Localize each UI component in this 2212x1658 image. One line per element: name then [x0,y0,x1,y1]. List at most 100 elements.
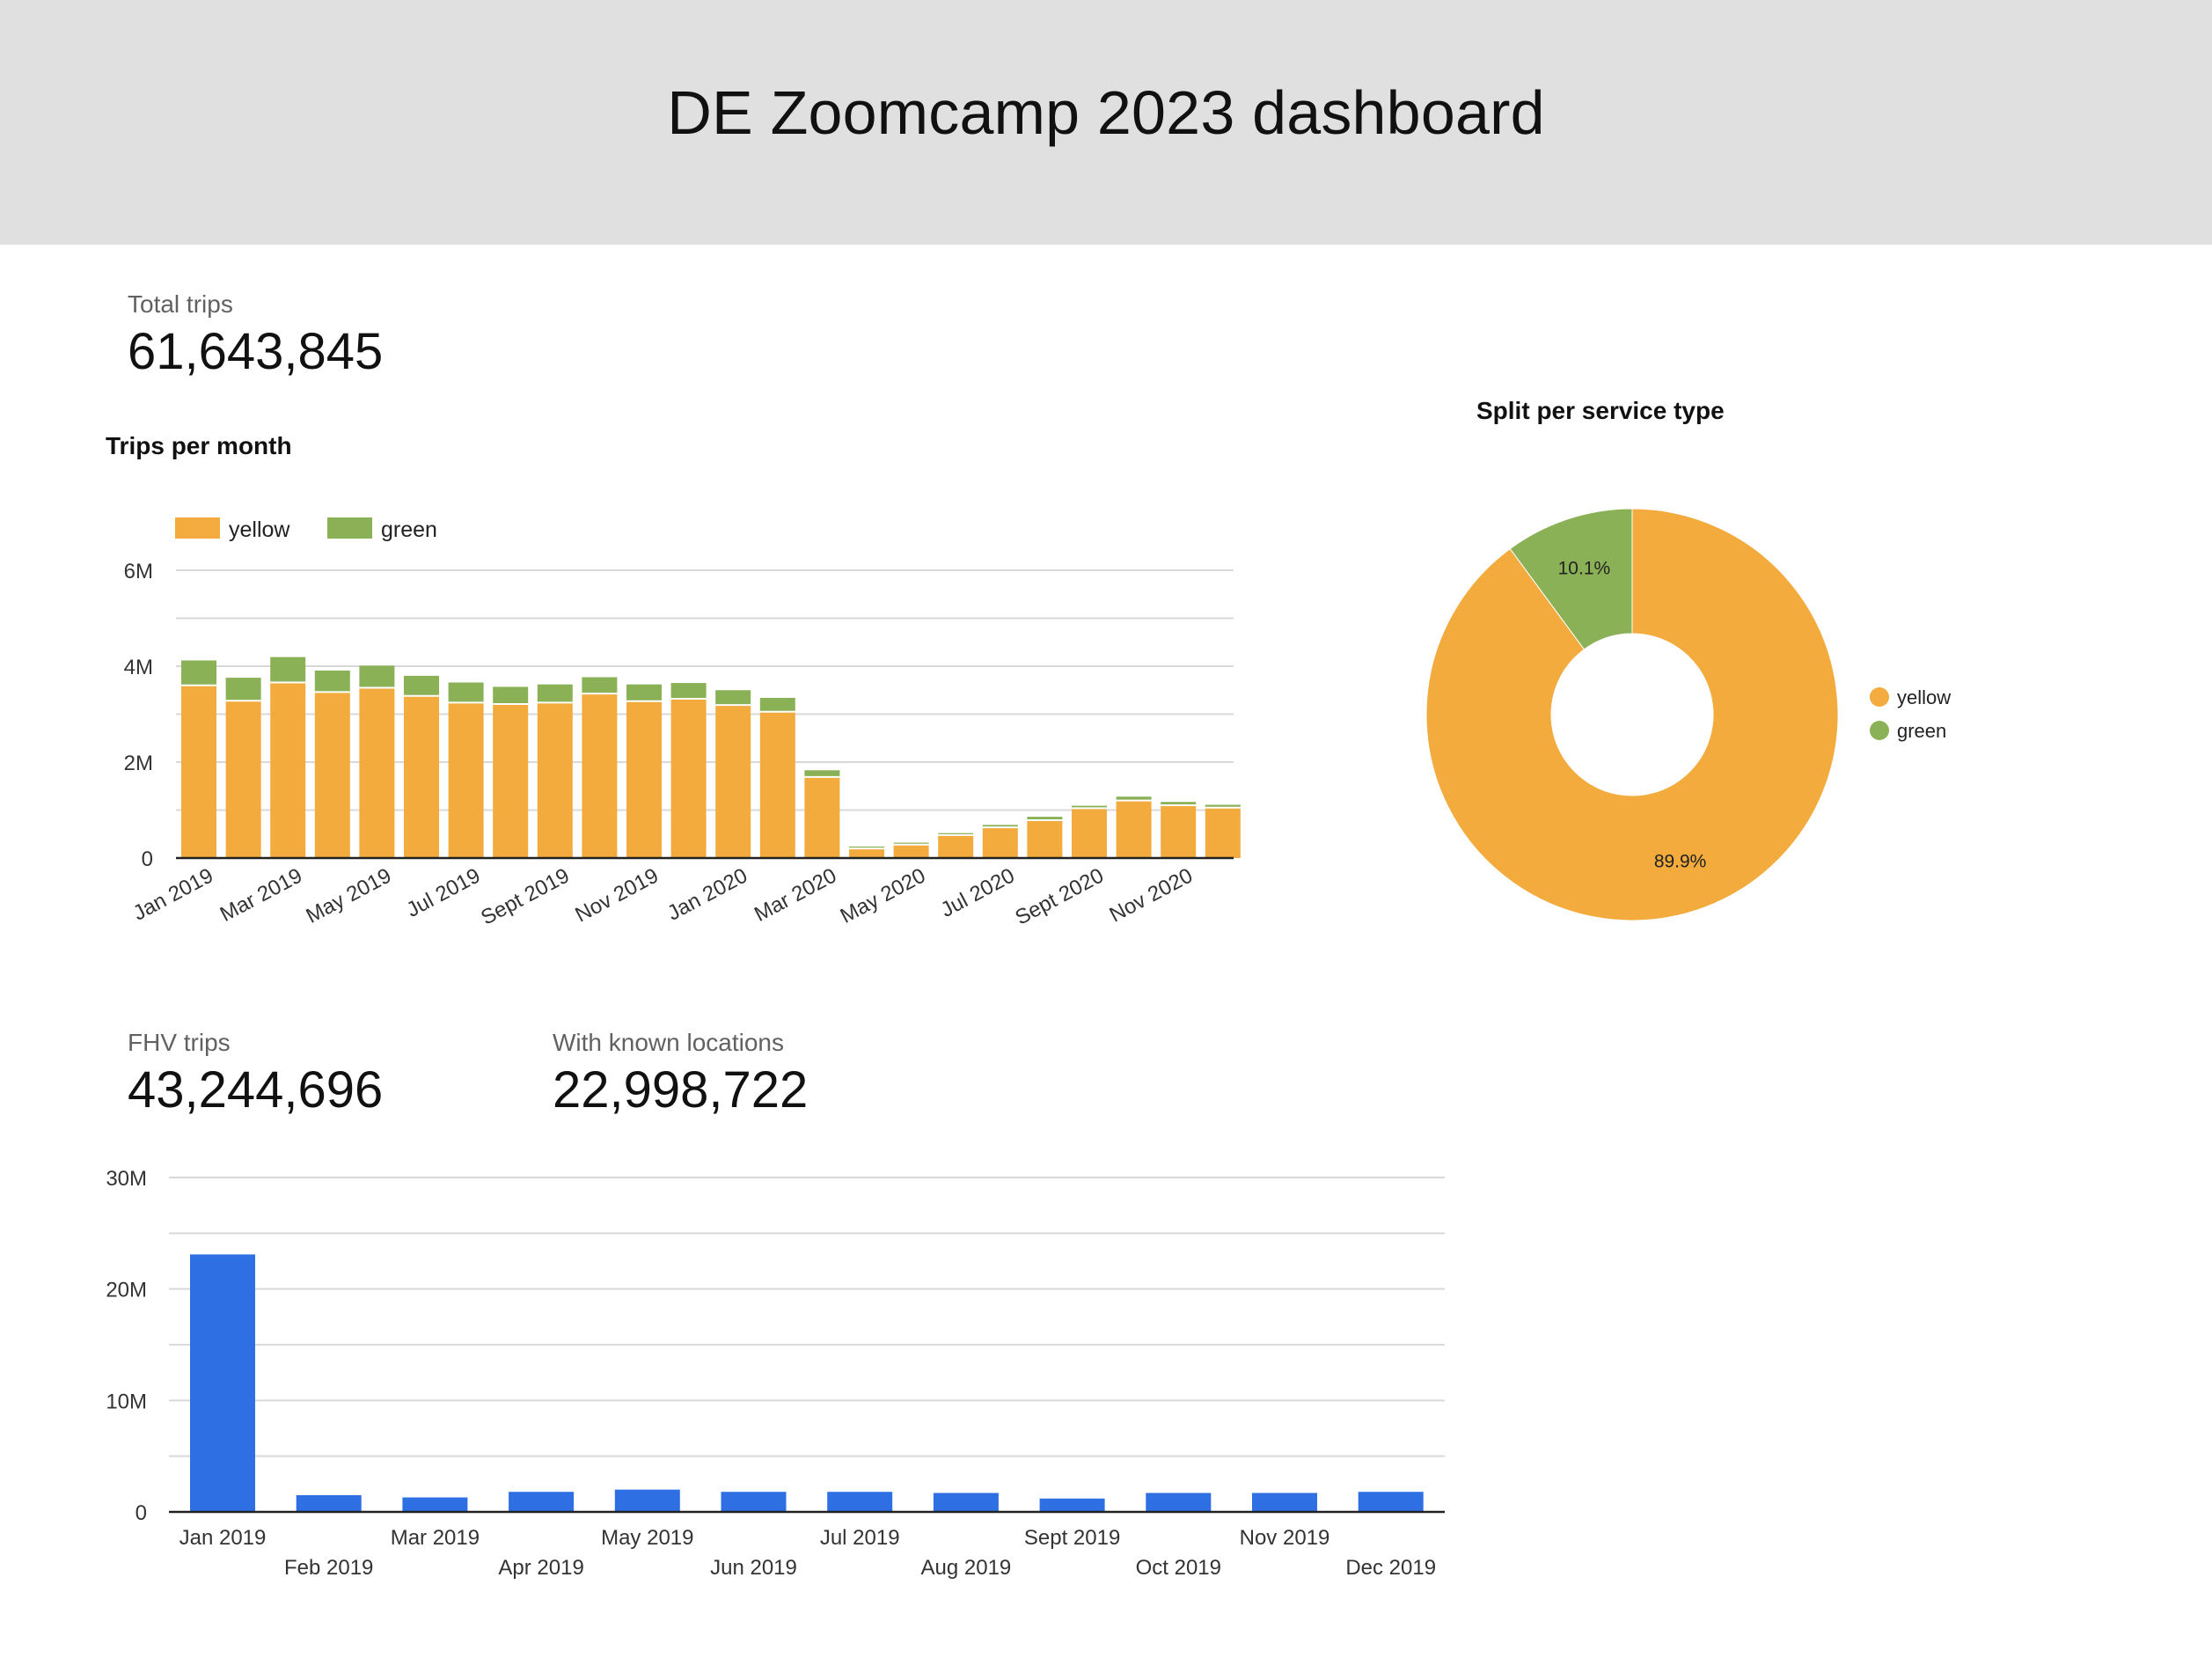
trips-bar-green [1205,804,1241,808]
trips-bar-green [1027,817,1063,820]
trips-bar-yellow [715,705,751,858]
fhv-xtick-label: Dec 2019 [1345,1556,1436,1580]
trips-bar-yellow [537,702,573,858]
trips-bar-green [938,833,974,835]
trips-bar-yellow [759,711,795,858]
trips-legend-label-green: green [381,517,437,542]
fhv-bar [190,1254,255,1512]
trips-bar-yellow [225,701,261,858]
split-legend-swatch-green [1870,721,1889,740]
fhv-bar [1039,1498,1105,1512]
total-trips-label: Total trips [128,290,233,318]
trips-ytick-label: 2M [124,752,153,775]
trips-bar-green [759,697,795,712]
trips-ytick-label: 4M [124,656,153,679]
dashboard-title: DE Zoomcamp 2023 dashboard [667,78,1545,147]
trips-bar-yellow [1027,819,1063,858]
trips-bar-green [404,675,439,696]
fhv-xtick-label: Feb 2019 [284,1556,373,1580]
trips-bar-yellow [626,701,662,858]
trips-bar-yellow [493,704,529,858]
fhv-bar [827,1492,893,1512]
trips-bar-yellow [893,844,929,858]
trips-bar-yellow [448,702,484,858]
fhv-bar [1146,1493,1212,1512]
trips-bar-green [1161,802,1197,806]
trips-bar-green [270,657,306,683]
fhv-bar [402,1497,468,1512]
trips-bar-yellow [181,685,216,858]
trips-ytick-label: 6M [124,560,153,583]
trips-bar-yellow [938,834,974,858]
trips-bar-yellow [582,693,618,858]
trips-bar-green [359,665,395,688]
fhv-bar [509,1492,575,1512]
trips-bar-green [804,770,840,777]
split-legend-swatch-yellow [1870,687,1889,707]
fhv-xtick-label: Nov 2019 [1240,1526,1330,1550]
trips-bar-green [314,670,350,693]
fhv-xtick-label: Sept 2019 [1024,1526,1120,1550]
trips-bar-yellow [670,699,707,858]
dashboard-header: DE Zoomcamp 2023 dashboard [0,0,2212,245]
trips-bar-green [225,678,261,701]
split-slice-green [1509,508,1633,650]
fhv-ytick-label: 0 [136,1501,147,1525]
known-locations-value: 22,998,722 [553,1061,809,1119]
trips-bar-yellow [804,776,840,858]
fhv-xtick-label: Jan 2019 [179,1526,267,1550]
fhv-trips-scorecard: FHV trips 43,244,696 [128,1029,383,1119]
fhv-ytick-label: 30M [106,1167,147,1191]
fhv-bar [1358,1492,1424,1512]
split-per-service-type-title: Split per service type [1476,397,1725,424]
trips-bar-green [493,686,529,705]
trips-legend-swatch-yellow [175,517,220,539]
fhv-bar [614,1489,680,1512]
trips-bar-yellow [1072,808,1107,858]
split-legend-label-yellow: yellow [1897,686,1951,708]
fhv-xtick-label: May 2019 [601,1526,693,1550]
trips-ytick-label: 0 [142,847,153,871]
fhv-bar [933,1493,999,1512]
trips-bar-yellow [982,827,1018,858]
trips-bar-yellow [270,682,306,858]
trips-bar-green [893,842,929,845]
trips-bar-green [181,660,216,686]
fhv-xtick-label: Mar 2019 [391,1526,480,1550]
trips-bar-green [582,677,618,694]
fhv-bar [721,1492,787,1512]
fhv-bar [296,1495,362,1512]
fhv-xtick-label: Aug 2019 [921,1556,1012,1580]
trips-legend-swatch-green [327,517,372,539]
trips-bar-green [982,825,1018,828]
trips-bar-yellow [404,695,439,858]
trips-bar-green [1116,796,1152,801]
total-trips-scorecard: Total trips 61,643,845 [128,290,383,381]
split-legend-label-green: green [1897,720,1946,742]
trips-bar-yellow [359,687,395,858]
split-slice-label-yellow: 89.9% [1654,851,1707,871]
fhv-ytick-label: 10M [106,1390,147,1413]
trips-bar-green [849,846,884,849]
trips-bar-yellow [1116,800,1152,858]
split-slice-yellow [1425,508,1839,921]
trips-bar-green [448,682,484,703]
trips-bar-green [1072,805,1107,809]
trips-bar-green [715,690,751,706]
known-locations-label: With known locations [553,1029,785,1056]
trips-bar-green [626,684,662,701]
fhv-xtick-label: Oct 2019 [1136,1556,1221,1580]
split-slice-label-green: 10.1% [1558,559,1611,579]
trips-per-month-title: Trips per month [106,432,292,459]
fhv-trips-label: FHV trips [128,1029,231,1056]
trips-bar-yellow [1205,807,1241,858]
trips-bar-green [670,683,707,700]
fhv-xtick-label: Jul 2019 [820,1526,900,1550]
fhv-trips-value: 43,244,696 [128,1061,384,1119]
total-trips-value: 61,643,845 [128,323,384,380]
known-locations-scorecard: With known locations 22,998,722 [553,1029,808,1119]
fhv-bar [1252,1493,1317,1512]
trips-legend-label-yellow: yellow [229,517,290,542]
